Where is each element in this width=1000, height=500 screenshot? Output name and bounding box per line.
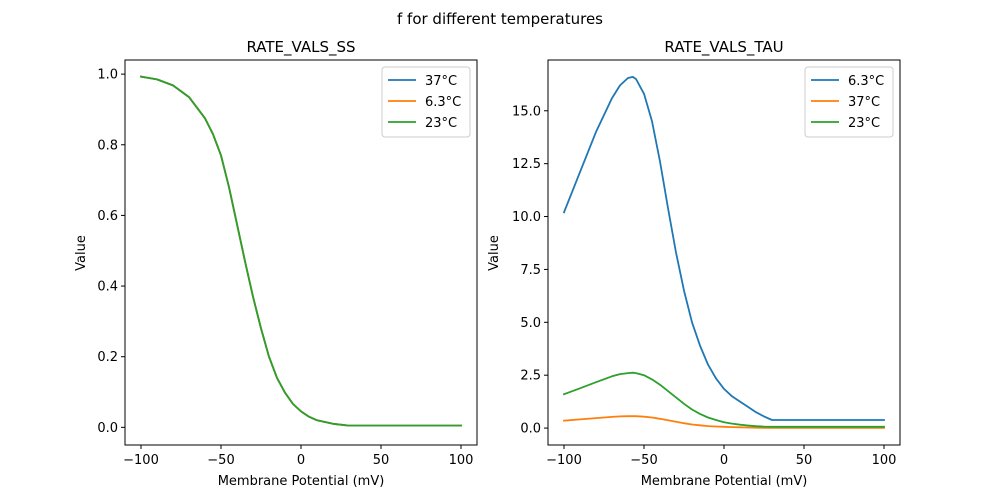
x-tick-label: 100 xyxy=(449,453,474,468)
y-tick-label: 0.6 xyxy=(97,209,118,224)
series-line-2 xyxy=(139,75,462,427)
y-tick-label: 0.2 xyxy=(97,350,118,365)
axes-title: RATE_VALS_TAU xyxy=(664,38,783,57)
x-tick-label: −100 xyxy=(546,453,582,468)
x-ticks: −100 −50 0 50 100 xyxy=(546,445,896,468)
legend-label: 37°C xyxy=(848,95,880,110)
y-tick-label: 7.5 xyxy=(520,263,541,278)
x-tick-label: −50 xyxy=(207,453,234,468)
axes-title: RATE_VALS_SS xyxy=(246,38,355,57)
y-ticks: 0.0 0.2 0.4 0.6 0.8 1.0 xyxy=(97,68,125,436)
y-tick-label: 0.0 xyxy=(97,421,118,436)
y-axis-label: Value xyxy=(487,235,502,271)
legend-frame xyxy=(804,66,894,138)
x-tick-label: 50 xyxy=(373,453,390,468)
series-lines xyxy=(562,76,885,429)
x-tick-label: 50 xyxy=(796,453,813,468)
y-tick-label: 10.0 xyxy=(512,210,541,225)
legend-label: 37°C xyxy=(425,74,457,89)
figure-suptitle: f for different temperatures xyxy=(397,10,603,28)
y-tick-label: 1.0 xyxy=(97,68,118,83)
axes-tau: RATE_VALS_TAU −100 −50 0 50 100 0.0 2.5 5.0 7.5… xyxy=(487,38,901,489)
series-line-1 xyxy=(563,415,885,429)
axes-ss: RATE_VALS_SS −100 −50 0 50 100 0.00.20.40.60… xyxy=(74,38,478,489)
x-tick-label: −50 xyxy=(630,453,657,468)
y-tick-label: 2.5 xyxy=(520,369,541,384)
y-tick-label: 0.0 xyxy=(520,422,541,437)
x-tick-label: 0 xyxy=(297,453,305,468)
y-tick-label: 15.0 xyxy=(512,104,541,119)
x-axis-label: Membrane Potential (mV) xyxy=(641,474,808,489)
y-tick-label: 0.8 xyxy=(97,138,118,153)
legend-label: 23°C xyxy=(425,116,457,131)
series-line-2 xyxy=(562,371,885,428)
y-tick-label: 5.0 xyxy=(520,316,541,331)
legend: 37°C 6.3°C 23°C xyxy=(381,66,471,138)
legend-frame xyxy=(381,66,471,138)
x-ticks: −100 −50 0 50 100 xyxy=(123,445,473,468)
y-axis-label: Value xyxy=(74,235,89,271)
legend-label: 23°C xyxy=(848,116,880,131)
series-lines xyxy=(139,75,462,427)
x-tick-label: −100 xyxy=(123,453,159,468)
legend-label: 6.3°C xyxy=(425,95,461,110)
series-line-0 xyxy=(562,76,885,421)
x-tick-label: 0 xyxy=(720,453,728,468)
y-tick-label: 12.5 xyxy=(512,157,541,172)
legend: 6.3°C 37°C 23°C xyxy=(804,66,894,138)
y-ticks: 0.0 2.5 5.0 7.5 10.0 12.5 15.0 xyxy=(512,104,548,437)
x-tick-label: 100 xyxy=(872,453,897,468)
y-tick-label: 0.4 xyxy=(97,280,118,295)
legend-label: 6.3°C xyxy=(848,74,884,89)
x-axis-label: Membrane Potential (mV) xyxy=(218,474,385,489)
